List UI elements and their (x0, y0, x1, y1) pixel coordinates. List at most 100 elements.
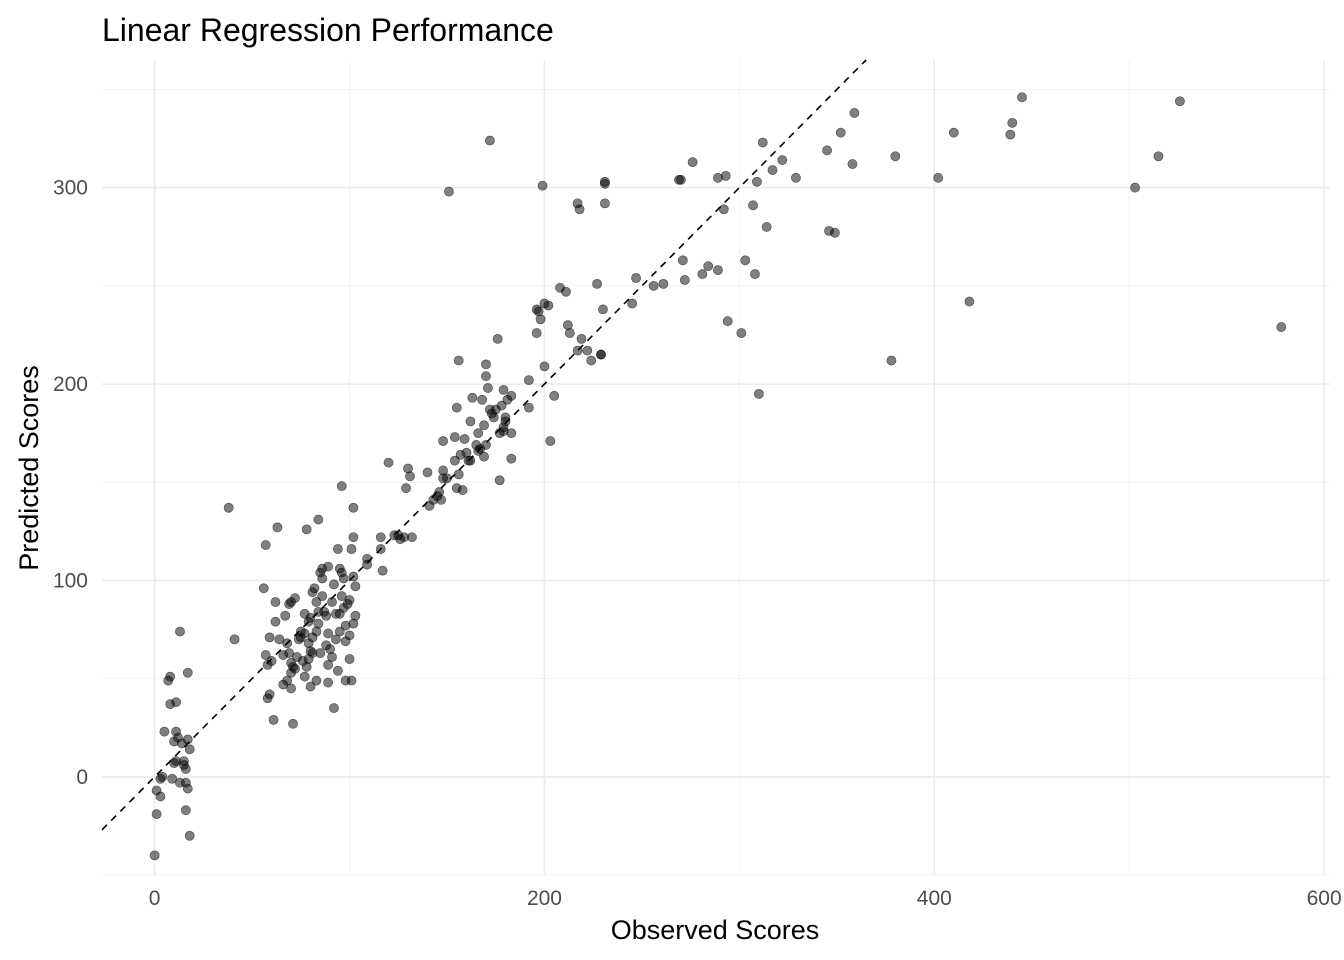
data-point (274, 634, 285, 645)
data-point (362, 559, 372, 570)
data-point (697, 269, 708, 279)
data-point (679, 275, 690, 285)
data-point (753, 388, 764, 399)
data-point (264, 632, 275, 643)
data-point (258, 583, 269, 594)
data-point (315, 648, 326, 658)
data-point (599, 198, 610, 209)
data-point (752, 176, 762, 187)
data-point (180, 805, 191, 816)
data-point (506, 453, 517, 464)
data-point (718, 204, 729, 215)
data-point (564, 328, 575, 338)
data-point (260, 650, 271, 660)
data-point (561, 286, 571, 297)
data-point (290, 593, 300, 603)
data-point (506, 428, 517, 439)
data-point (313, 618, 324, 629)
data-point (849, 108, 860, 118)
data-point (479, 451, 489, 462)
data-point (539, 361, 550, 372)
data-point (500, 412, 511, 423)
data-point (171, 697, 181, 708)
data-point (453, 355, 464, 366)
data-point (407, 532, 417, 543)
data-point (658, 278, 669, 289)
data-point (543, 300, 554, 311)
data-point (481, 440, 491, 450)
data-point (167, 773, 178, 784)
data-point (438, 436, 449, 446)
y-tick-label: 200 (53, 373, 88, 396)
data-point (648, 280, 659, 291)
data-point (740, 255, 751, 266)
data-point (596, 349, 606, 360)
data-point (964, 296, 975, 307)
data-point (327, 597, 337, 607)
y-tick-label: 100 (53, 569, 88, 592)
data-point (535, 314, 546, 325)
data-point (175, 626, 185, 637)
data-point (327, 652, 337, 662)
data-point (1276, 322, 1287, 332)
data-point (598, 304, 608, 315)
data-point (676, 174, 686, 185)
data-point (720, 170, 731, 181)
data-point (344, 595, 355, 605)
data-point (270, 597, 281, 607)
data-point (473, 428, 484, 439)
data-point (572, 345, 583, 356)
data-point (703, 261, 714, 272)
data-point (180, 764, 191, 774)
data-point (338, 573, 349, 584)
data-point (348, 502, 359, 513)
data-point (348, 571, 359, 582)
y-tick-label: 300 (53, 177, 88, 200)
data-point (481, 371, 491, 382)
data-point (375, 532, 386, 543)
data-point (336, 481, 347, 492)
data-point (687, 157, 698, 168)
data-point (301, 524, 312, 535)
data-point (537, 180, 548, 191)
data-point (1175, 96, 1185, 107)
data-point (336, 591, 347, 602)
data-point (549, 390, 560, 401)
data-point (631, 273, 641, 283)
data-point (383, 457, 394, 468)
data-point (545, 436, 556, 446)
data-point (449, 432, 460, 442)
data-point (498, 385, 509, 395)
data-point (323, 628, 334, 639)
data-point (757, 137, 768, 148)
data-point (323, 677, 334, 688)
data-point (465, 416, 476, 427)
y-tick-label: 0 (76, 766, 88, 789)
data-point (323, 659, 334, 670)
data-point (748, 200, 758, 211)
data-point (736, 328, 747, 338)
data-point (506, 390, 517, 401)
data-point (331, 634, 341, 645)
data-point (481, 359, 491, 370)
x-axis-title: Observed Scores (611, 915, 820, 945)
data-point (523, 375, 534, 386)
data-point (592, 278, 602, 289)
data-point (523, 402, 534, 413)
data-point (713, 265, 723, 276)
y-axis-title: Predicted Scores (14, 365, 44, 571)
data-point (459, 434, 470, 444)
data-point (229, 634, 240, 645)
data-point (467, 392, 478, 403)
data-point (586, 355, 597, 366)
data-point (223, 502, 234, 513)
x-tick-labels: 0 200 400 600 (149, 887, 1342, 910)
data-point (492, 333, 503, 344)
reference-line-layer (101, 59, 867, 831)
data-point (165, 671, 176, 682)
data-point (321, 610, 332, 621)
data-point (280, 610, 291, 621)
data-point (157, 771, 168, 782)
data-point (1017, 92, 1027, 103)
